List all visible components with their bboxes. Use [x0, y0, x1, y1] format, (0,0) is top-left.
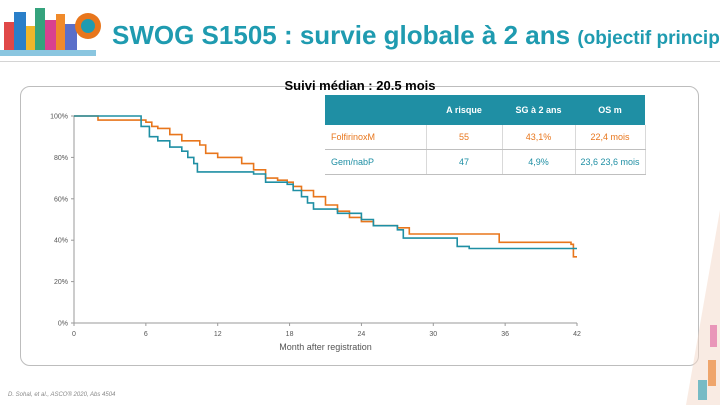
- table-row: Gem/nabP 47 4,9% 23,6 23,6 mois: [325, 149, 646, 175]
- y-tick-label: 80%: [54, 155, 68, 162]
- series-line-gem-nabp: [74, 115, 577, 250]
- citation: D. Sohal, et al., ASCO® 2020, Abs 4504: [8, 392, 116, 398]
- y-tick-label: 0%: [58, 321, 68, 328]
- y-tick-label: 40%: [54, 238, 68, 245]
- arm-name: FolfirinoxM: [325, 125, 427, 150]
- arm-name: Gem/nabP: [325, 149, 427, 175]
- table-header-cell: SG à 2 ans: [502, 95, 575, 125]
- x-tick-label: 24: [358, 331, 366, 338]
- table-header-cell: OS m: [575, 95, 645, 125]
- conference-logo: [0, 8, 101, 56]
- x-axis-label: Month after registration: [279, 342, 372, 352]
- x-tick-label: 6: [144, 331, 148, 338]
- table-header-cell: [325, 95, 426, 125]
- sg2-value: 4,9%: [502, 149, 576, 175]
- slide-title-sub: (objectif principal): [577, 28, 720, 49]
- x-tick-label: 42: [573, 331, 581, 338]
- table-row: FolfirinoxM 55 43,1% 22,4 mois: [325, 125, 646, 150]
- table-header-cell: A risque: [426, 95, 502, 125]
- y-tick-label: 100%: [50, 114, 68, 121]
- x-tick-label: 30: [429, 331, 437, 338]
- sg2-value: 43,1%: [502, 125, 576, 150]
- x-tick-label: 18: [286, 331, 294, 338]
- table-header-row: A risque SG à 2 ans OS m: [325, 95, 645, 125]
- x-tick-label: 36: [501, 331, 509, 338]
- slide-title: SWOG S1505 : survie globale à 2 ans (obj…: [112, 20, 720, 51]
- os-value: 23,6 23,6 mois: [575, 149, 646, 175]
- os-value: 22,4 mois: [575, 125, 646, 150]
- y-tick-label: 20%: [54, 279, 68, 286]
- y-tick-label: 60%: [54, 196, 68, 203]
- title-divider: [0, 61, 720, 62]
- at-risk-value: 47: [426, 149, 503, 175]
- slide-title-main: SWOG S1505 : survie globale à 2 ans: [112, 20, 571, 50]
- survival-chart: 0 6 12 18 24 30 36 42 0% 20% 40% 60% 80% 100% Month af…: [50, 114, 581, 353]
- x-tick-label: 12: [214, 331, 222, 338]
- x-tick-label: 0: [72, 331, 76, 338]
- decorative-corner: [686, 210, 720, 405]
- at-risk-value: 55: [426, 125, 503, 150]
- follow-up-label: Suivi médian : 20.5 mois: [284, 78, 436, 93]
- survival-table: A risque SG à 2 ans OS m FolfirinoxM 55 …: [325, 95, 646, 175]
